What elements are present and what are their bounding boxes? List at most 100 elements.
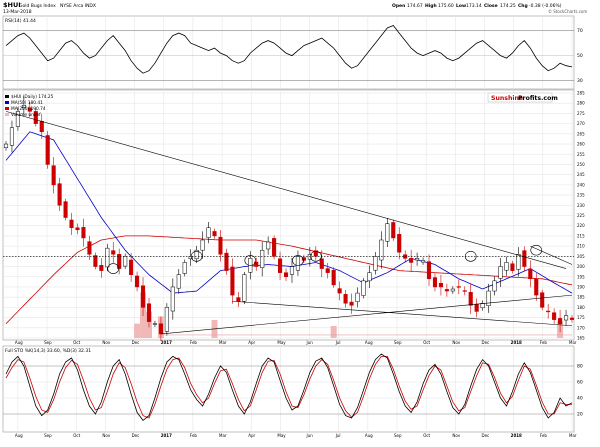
candle (236, 291, 241, 307)
volume-bar (330, 326, 337, 338)
candle-body (397, 234, 402, 253)
candle (146, 297, 152, 328)
price-tick-label: 175 (577, 315, 585, 320)
candle-body (307, 254, 312, 260)
candle (93, 252, 98, 270)
ohlc-high: 175.60 (438, 3, 454, 9)
candle-body (200, 239, 205, 251)
candle (176, 268, 181, 294)
candle (63, 198, 68, 221)
x-axis-label: Mar (219, 433, 227, 438)
x-axis-label: Nov (452, 433, 460, 438)
candle-body (462, 290, 467, 292)
candle (140, 277, 146, 316)
candle-body (450, 288, 455, 292)
x-axis-label: Apr (248, 433, 255, 438)
ma50-line (5, 131, 573, 294)
x-axis-label: Oct (423, 340, 430, 345)
candle-body (69, 219, 74, 229)
x-axis-label: Mar (219, 340, 227, 345)
chart-date: 13-Mar-2018 (3, 9, 32, 15)
candle (367, 265, 372, 288)
candle-body (188, 256, 193, 260)
candle-body (546, 310, 551, 313)
x-axis-label: Apr (248, 340, 255, 345)
candle-body (87, 241, 92, 255)
candle (343, 290, 348, 308)
candle-body (444, 289, 449, 292)
candle-body (164, 307, 169, 332)
copyright-text: © StockCharts.com (548, 9, 587, 14)
candle (522, 246, 527, 271)
legend-swatch-main (5, 95, 9, 98)
x-axis-label: Sep (394, 433, 402, 438)
candle-body (385, 223, 390, 242)
candle (194, 245, 199, 264)
watermark-profits: Profits.com (518, 95, 558, 102)
candle-body (486, 290, 491, 306)
candle-body (105, 247, 110, 268)
annotation-ellipse (292, 255, 304, 266)
candle (361, 277, 366, 299)
candle (349, 293, 354, 314)
x-axis-label: Aug (15, 433, 23, 438)
candle (569, 315, 575, 323)
candle (254, 257, 259, 271)
x-axis-label: Feb (540, 340, 548, 345)
x-axis-label: May (277, 433, 286, 438)
candle (230, 258, 235, 304)
candle (331, 267, 336, 288)
ohlc-low: 173.14 (466, 3, 482, 9)
candle (432, 273, 438, 292)
candle (563, 309, 569, 326)
candle (468, 283, 473, 314)
candle (212, 228, 217, 239)
x-axis-label: 2017 (161, 340, 172, 345)
x-axis-label: Aug (365, 340, 373, 345)
candle (123, 253, 128, 269)
candle-body (266, 241, 271, 250)
ohlc-close-label: Close (484, 3, 498, 9)
x-axis-label: Nov (452, 340, 460, 345)
annotation-ellipse (244, 255, 257, 266)
trendline (160, 294, 573, 335)
x-axis-label: Dec (132, 340, 140, 345)
stoch-tick-label: 20 (577, 412, 583, 418)
candle-body (260, 249, 265, 269)
candle-body (39, 120, 44, 133)
candle-body (3, 143, 9, 148)
candle (99, 258, 104, 278)
x-axis-label: Sep (394, 340, 402, 345)
candle-body (9, 127, 15, 146)
stoch-d-line (5, 355, 572, 419)
candle (242, 271, 247, 305)
candle (164, 303, 169, 336)
candle (51, 157, 56, 194)
candle-body (510, 263, 515, 271)
price-tick-label: 225 (577, 213, 585, 218)
volume-bar (134, 323, 141, 338)
candle-body (212, 231, 217, 237)
candle (21, 96, 26, 117)
candle (69, 212, 74, 235)
candle (498, 257, 503, 287)
candle-body (170, 286, 175, 312)
rsi-tick-label: 50 (577, 53, 583, 59)
x-axis-label: Mar (569, 433, 577, 438)
ohlc-high-label: High (425, 3, 437, 9)
x-axis-label: Sep (44, 433, 52, 438)
candle (516, 247, 521, 277)
x-axis-label: Feb (540, 433, 548, 438)
x-axis-label: Dec (482, 340, 490, 345)
candle-body (456, 286, 461, 288)
candle (546, 303, 551, 319)
candle-body (33, 111, 38, 124)
stoch-k-line (5, 353, 573, 421)
candle (492, 276, 497, 296)
candle-body (432, 277, 438, 288)
candle (504, 256, 509, 276)
candle-body (504, 262, 509, 271)
candle (81, 218, 86, 247)
candle-body (45, 135, 50, 165)
